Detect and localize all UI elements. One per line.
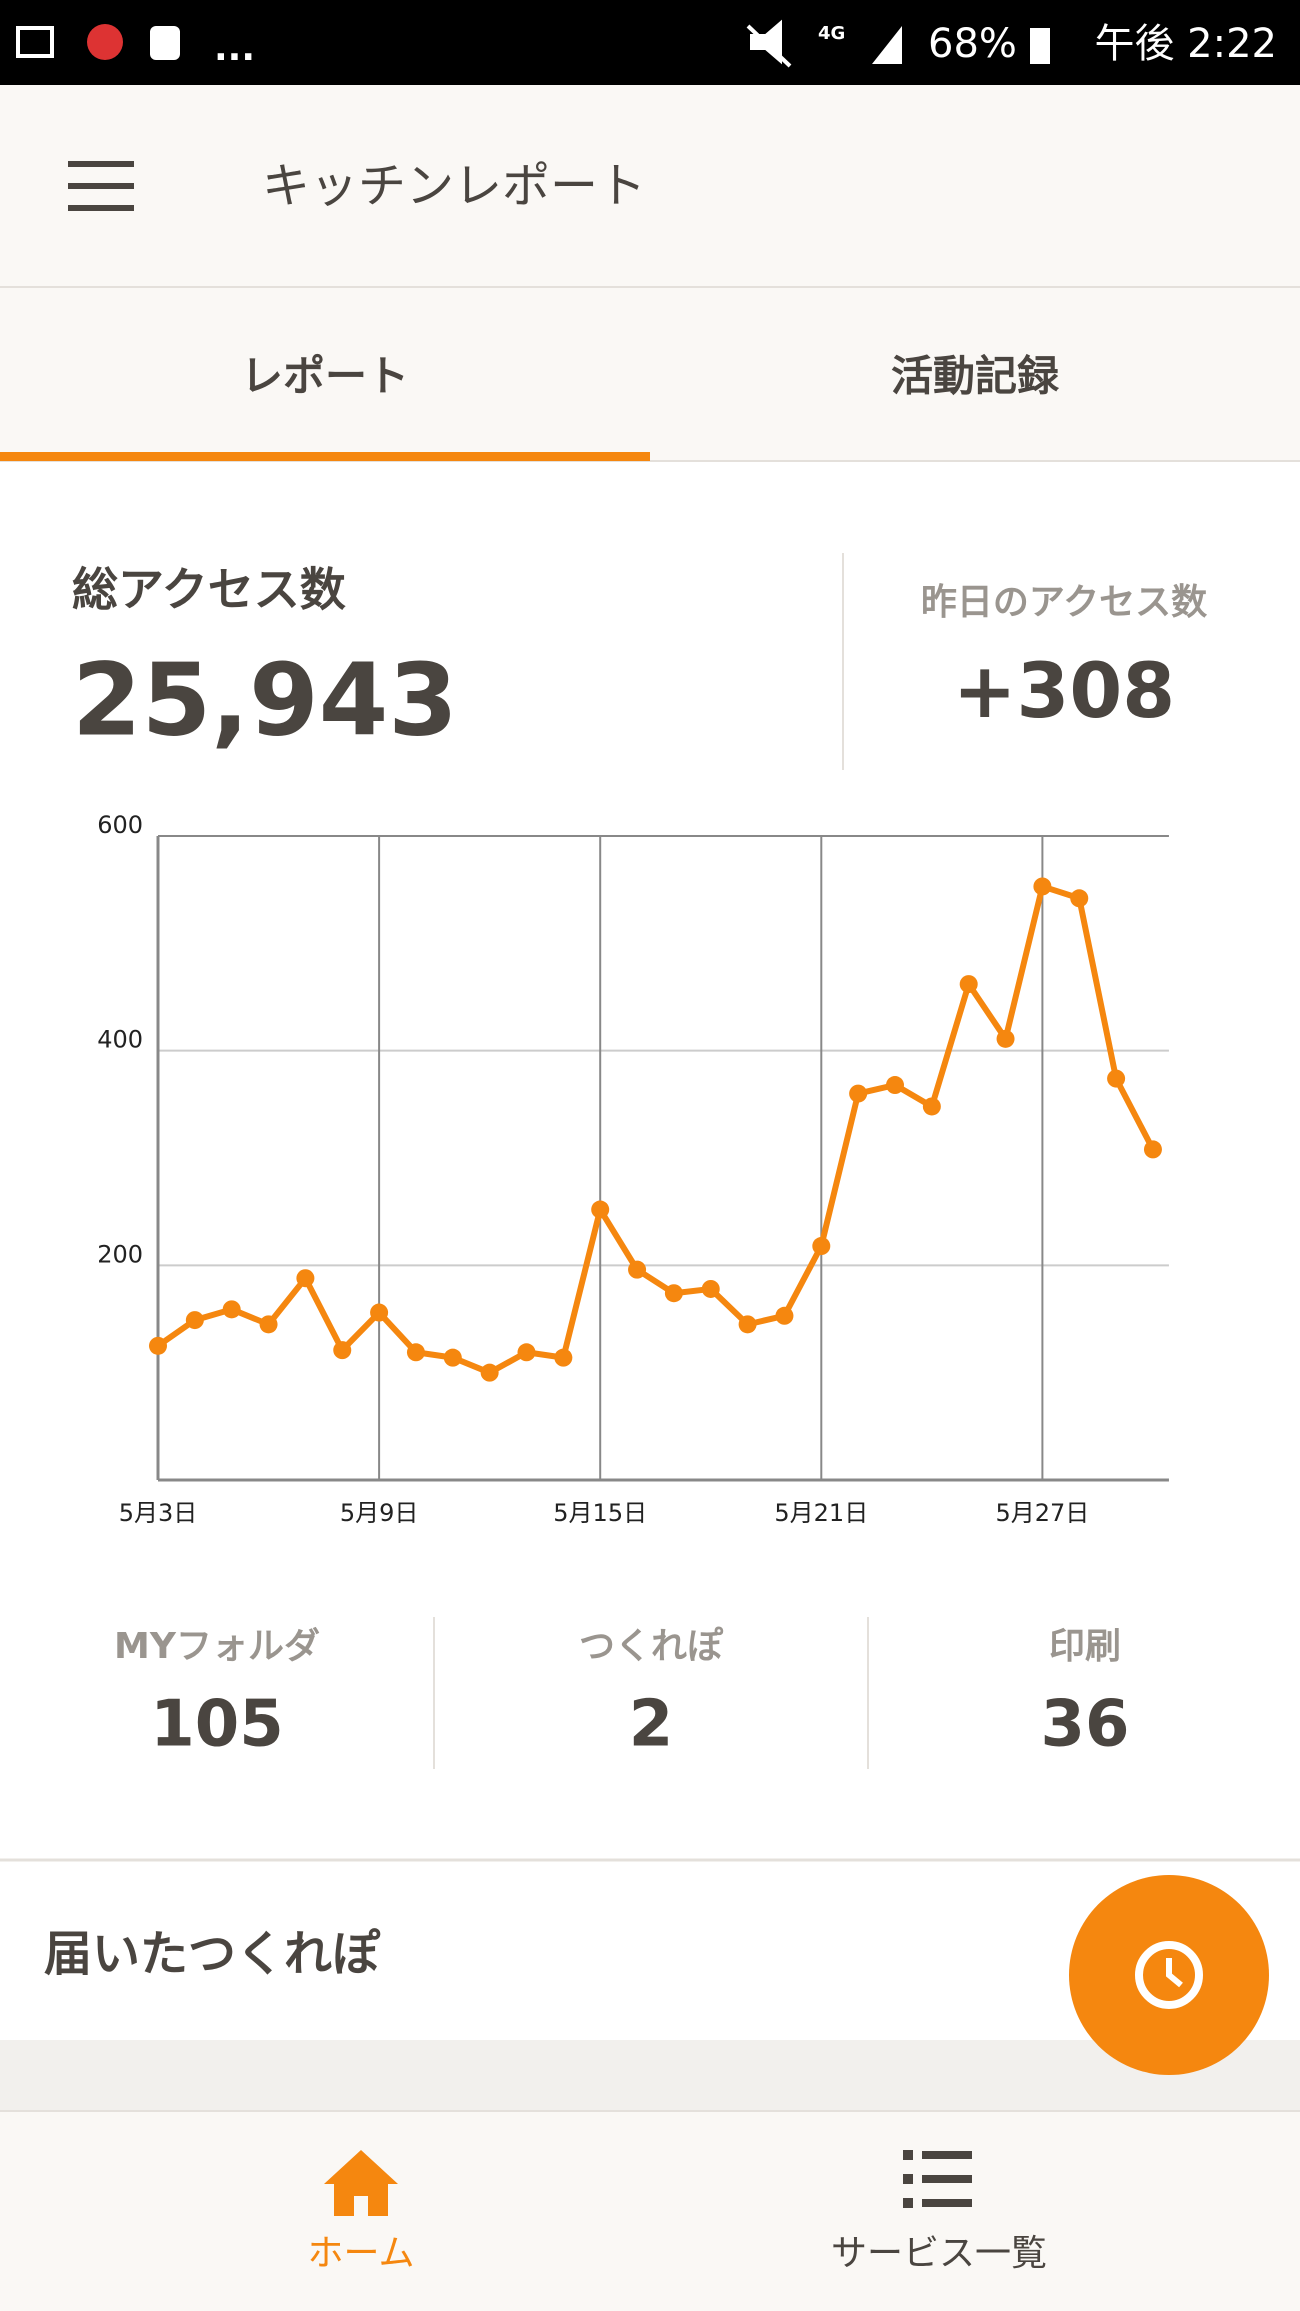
battery-icon [1030,28,1050,64]
total-label: 総アクセス数 [72,563,346,617]
point [185,1311,204,1330]
icon-part [903,2174,913,2184]
point [370,1303,389,1322]
x-tick-label: 5月21日 [774,1499,868,1527]
fab[interactable] [1069,1875,1269,2075]
nav-label[interactable]: ホーム [308,2233,415,2274]
tab[interactable]: 活動記録 [891,352,1060,401]
app-title: キッチンレポート [262,158,646,214]
point [886,1076,904,1095]
stat-value: 105 [150,1688,284,1762]
x-tick-label: 5月9日 [340,1499,419,1527]
yesterday-label: 昨日のアクセス数 [921,582,1207,623]
y-tick-label: 600 [97,811,143,839]
list-area [0,2040,1300,2110]
stat-label: 印刷 [1049,1626,1121,1667]
clock: 午後 2:22 [1094,21,1277,67]
yesterday-value: +308 [953,646,1175,735]
clock-icon [1135,1941,1203,2009]
section-title: 届いたつくれぽ [44,1926,381,1982]
icon-part [903,2150,913,2160]
point [849,1084,868,1103]
signal-icon [872,26,902,64]
point [222,1300,241,1319]
point [628,1260,647,1279]
point [996,1029,1015,1048]
point [1143,1140,1162,1159]
y-tick-label: 200 [97,1240,143,1268]
point [812,1237,831,1256]
nav-label[interactable]: サービス一覧 [831,2233,1047,2274]
battery-level: 68% [928,21,1017,67]
point [1070,889,1089,908]
point [701,1279,720,1298]
point [259,1315,278,1334]
point [738,1315,757,1334]
services-icon[interactable] [903,2150,972,2208]
point [922,1097,941,1116]
point [149,1336,167,1355]
mute-icon [746,19,792,68]
menu-button[interactable] [68,161,134,211]
point [443,1348,462,1367]
stat-label: つくれぽ [579,1625,724,1667]
stat-label: MYフォルダ [114,1626,320,1667]
status-bar [0,0,1300,85]
app-bar [0,85,1300,287]
point [296,1269,315,1288]
icon-part [922,2175,972,2183]
clock-hands [1166,1958,1183,1988]
point [517,1343,536,1362]
bottom-nav [0,2111,1300,2311]
network-type: 4G [818,23,845,44]
point [959,975,978,994]
y-tick-label: 400 [97,1026,143,1054]
point [333,1341,352,1360]
point [406,1343,425,1362]
stat-value: 2 [629,1688,674,1762]
tab-indicator [0,452,650,461]
point [775,1306,794,1325]
x-tick-label: 5月15日 [553,1499,647,1527]
x-tick-label: 5月27日 [995,1499,1089,1527]
app-icon [87,24,123,60]
stat-value: 36 [1040,1688,1129,1762]
tab[interactable]: レポート [241,352,409,401]
point [591,1200,610,1219]
total-value: 25,943 [72,641,458,758]
icon-part [922,2199,972,2207]
point [1033,877,1052,896]
gallery-icon [16,26,54,58]
icon-part [922,2151,972,2159]
point [664,1284,683,1303]
point [480,1363,499,1382]
app-icon [150,26,180,60]
home-icon[interactable] [324,2150,398,2216]
status-more: ... [214,28,255,69]
point [1107,1069,1126,1088]
point [554,1348,573,1367]
line [156,883,1156,1376]
icon-part [903,2198,913,2208]
tab-bar [0,288,1300,460]
x-tick-label: 5月3日 [119,1499,198,1527]
